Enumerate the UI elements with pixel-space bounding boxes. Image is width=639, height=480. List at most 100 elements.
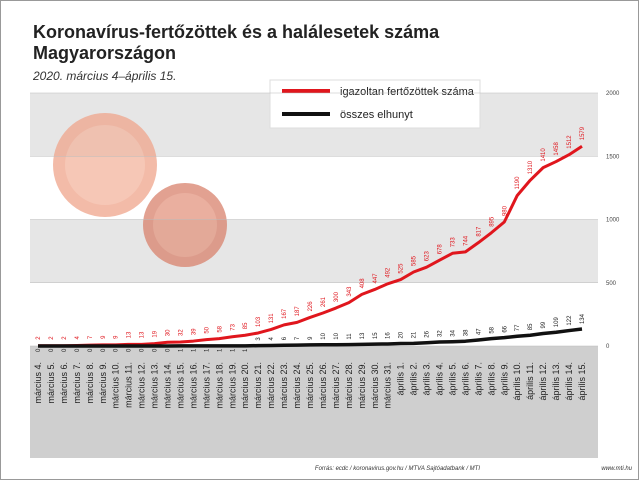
- x-tick-label: március 24.: [292, 362, 302, 409]
- value-label: 2: [62, 336, 68, 340]
- value-label: 0: [127, 348, 133, 352]
- category-band: [30, 346, 598, 458]
- value-label: 13: [127, 331, 133, 338]
- value-label: 131: [269, 313, 275, 324]
- value-label: 0: [114, 348, 120, 352]
- x-tick-label: április 11.: [525, 362, 535, 400]
- x-tick-label: március 6.: [59, 362, 69, 404]
- value-label: 343: [347, 286, 353, 297]
- value-label: 623: [425, 251, 431, 262]
- value-label: 525: [399, 263, 405, 274]
- x-tick-label: április 8.: [486, 362, 496, 396]
- grid-band: [30, 282, 598, 346]
- value-label: 11: [347, 333, 353, 340]
- value-label: 6: [282, 336, 288, 340]
- value-label: 0: [36, 348, 42, 352]
- x-tick-label: április 6.: [460, 362, 470, 396]
- value-label: 1579: [580, 126, 586, 140]
- website: www.mti.hu: [601, 466, 632, 472]
- value-label: 4: [75, 335, 81, 339]
- legend-label: igazoltan fertőzöttek száma: [340, 86, 475, 98]
- value-label: 2: [36, 336, 42, 340]
- x-tick-label: március 31.: [383, 362, 393, 409]
- value-label: 66: [502, 325, 508, 332]
- value-label: 744: [463, 235, 469, 246]
- x-tick-label: március 22.: [266, 362, 276, 409]
- value-label: 1: [243, 348, 249, 352]
- x-tick-label: március 5.: [46, 362, 56, 404]
- value-label: 261: [321, 296, 327, 307]
- value-label: 34: [450, 329, 456, 336]
- value-label: 7: [88, 335, 94, 339]
- value-label: 21: [412, 331, 418, 338]
- y-tick-label: 1000: [606, 218, 620, 224]
- value-label: 1: [178, 348, 184, 352]
- legend-label: összes elhunyt: [340, 109, 413, 121]
- title: Koronavírus-fertőzöttek és a halálesetek…: [33, 22, 440, 42]
- value-label: 9: [114, 335, 120, 339]
- x-tick-label: április 4.: [435, 362, 445, 396]
- value-label: 7: [295, 336, 301, 340]
- value-label: 2: [49, 336, 55, 340]
- x-tick-label: március 26.: [318, 362, 328, 409]
- value-label: 1: [230, 348, 236, 352]
- value-label: 300: [334, 291, 340, 302]
- x-tick-label: március 17.: [201, 362, 211, 409]
- x-tick-label: március 10.: [111, 362, 121, 409]
- value-label: 15: [373, 332, 379, 339]
- title: Magyarországon: [33, 43, 176, 63]
- value-label: 85: [528, 323, 534, 330]
- value-label: 1310: [528, 160, 534, 174]
- x-tick-label: március 27.: [331, 362, 341, 409]
- x-tick-label: április 14.: [564, 362, 574, 401]
- x-tick-label: március 7.: [72, 362, 82, 404]
- x-tick-label: március 13.: [150, 362, 160, 409]
- value-label: 19: [153, 330, 159, 337]
- x-tick-label: március 14.: [163, 362, 173, 409]
- x-tick-label: március 12.: [137, 362, 147, 409]
- value-label: 77: [515, 324, 521, 331]
- x-tick-label: április 9.: [499, 362, 509, 396]
- value-label: 103: [256, 316, 262, 327]
- value-label: 32: [178, 329, 184, 336]
- value-label: 0: [75, 348, 81, 352]
- value-label: 733: [450, 237, 456, 248]
- value-label: 678: [438, 244, 444, 255]
- value-label: 20: [399, 331, 405, 338]
- value-label: 980: [502, 205, 508, 216]
- x-tick-label: március 15.: [175, 362, 185, 409]
- legend: [269, 79, 481, 129]
- value-label: 167: [282, 308, 288, 319]
- value-label: 492: [386, 267, 392, 278]
- value-label: 1: [191, 348, 197, 352]
- value-label: 585: [412, 255, 418, 266]
- value-label: 1458: [554, 142, 560, 156]
- value-label: 32: [438, 330, 444, 337]
- value-label: 58: [489, 326, 495, 333]
- x-tick-label: március 9.: [98, 362, 108, 404]
- value-label: 13: [140, 331, 146, 338]
- value-label: 47: [476, 328, 482, 335]
- x-tick-label: március 21.: [253, 362, 263, 409]
- value-label: 9: [308, 336, 314, 340]
- value-label: 187: [295, 306, 301, 317]
- value-label: 0: [88, 348, 94, 352]
- x-tick-label: március 18.: [214, 362, 224, 409]
- value-label: 817: [476, 226, 482, 237]
- value-label: 9: [101, 335, 107, 339]
- series-line: [38, 327, 583, 348]
- x-tick-label: március 4.: [33, 362, 43, 404]
- value-label: 109: [554, 317, 560, 328]
- value-label: 10: [321, 332, 327, 339]
- source: Forrás: ecdc / koronavirus.gov.hu / MTVA…: [315, 466, 480, 472]
- value-label: 1512: [567, 135, 573, 149]
- x-tick-label: március 11.: [124, 362, 134, 408]
- x-tick-label: március 19.: [227, 362, 237, 409]
- value-label: 50: [204, 326, 210, 333]
- y-tick-label: 1500: [606, 154, 620, 160]
- value-label: 1: [217, 348, 223, 352]
- x-tick-label: április 15.: [577, 362, 587, 401]
- x-tick-label: március 30.: [370, 362, 380, 409]
- value-label: 1410: [541, 148, 547, 162]
